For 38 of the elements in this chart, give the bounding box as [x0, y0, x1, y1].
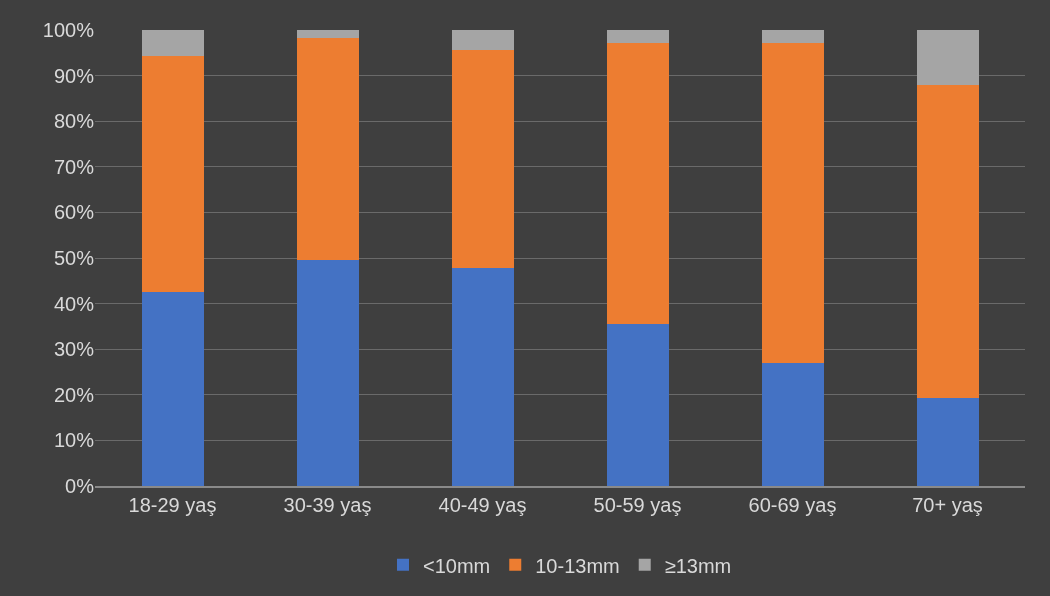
- bar: [761, 42, 824, 363]
- x-tick-label: 50-59 yaş: [593, 493, 682, 516]
- bar: [451, 268, 514, 486]
- y-tick-label: 0%: [65, 475, 95, 497]
- y-tick-label: 70%: [53, 155, 95, 178]
- bar: [761, 362, 824, 486]
- bar: [761, 30, 824, 43]
- bar: [141, 55, 204, 293]
- bar: [606, 324, 669, 486]
- bar: [141, 30, 204, 56]
- bar: [296, 259, 359, 486]
- bar: [916, 30, 979, 85]
- bar: [296, 30, 359, 38]
- y-tick-label: 50%: [53, 247, 95, 269]
- y-tick-label: 80%: [53, 110, 95, 133]
- y-tick-label: 100%: [42, 19, 95, 41]
- bar: [606, 42, 669, 325]
- y-tick-label: 90%: [53, 64, 95, 87]
- y-tick-label: 60%: [53, 201, 95, 224]
- y-tick-label: 20%: [53, 383, 95, 406]
- legend-label: ≥13mm: [664, 554, 732, 577]
- y-tick-label: 10%: [53, 429, 95, 452]
- legend-label: 10-13mm: [535, 554, 620, 577]
- bar: [606, 30, 669, 43]
- bar: [141, 292, 204, 486]
- y-tick-label: 40%: [53, 292, 95, 315]
- bar: [916, 397, 979, 486]
- x-tick-label: 30-39 yaş: [283, 493, 372, 516]
- y-tick-label: 30%: [53, 338, 95, 361]
- bar: [916, 84, 979, 398]
- bar: [296, 37, 359, 260]
- x-tick-label: 18-29 yaş: [128, 493, 217, 516]
- x-tick-label: 70+ yaş: [912, 493, 983, 516]
- x-tick-label: 40-49 yaş: [438, 493, 527, 516]
- legend-label: <10mm: [423, 554, 491, 577]
- x-tick-label: 60-69 yaş: [748, 493, 837, 516]
- bar: [451, 30, 514, 50]
- bar: [451, 49, 514, 269]
